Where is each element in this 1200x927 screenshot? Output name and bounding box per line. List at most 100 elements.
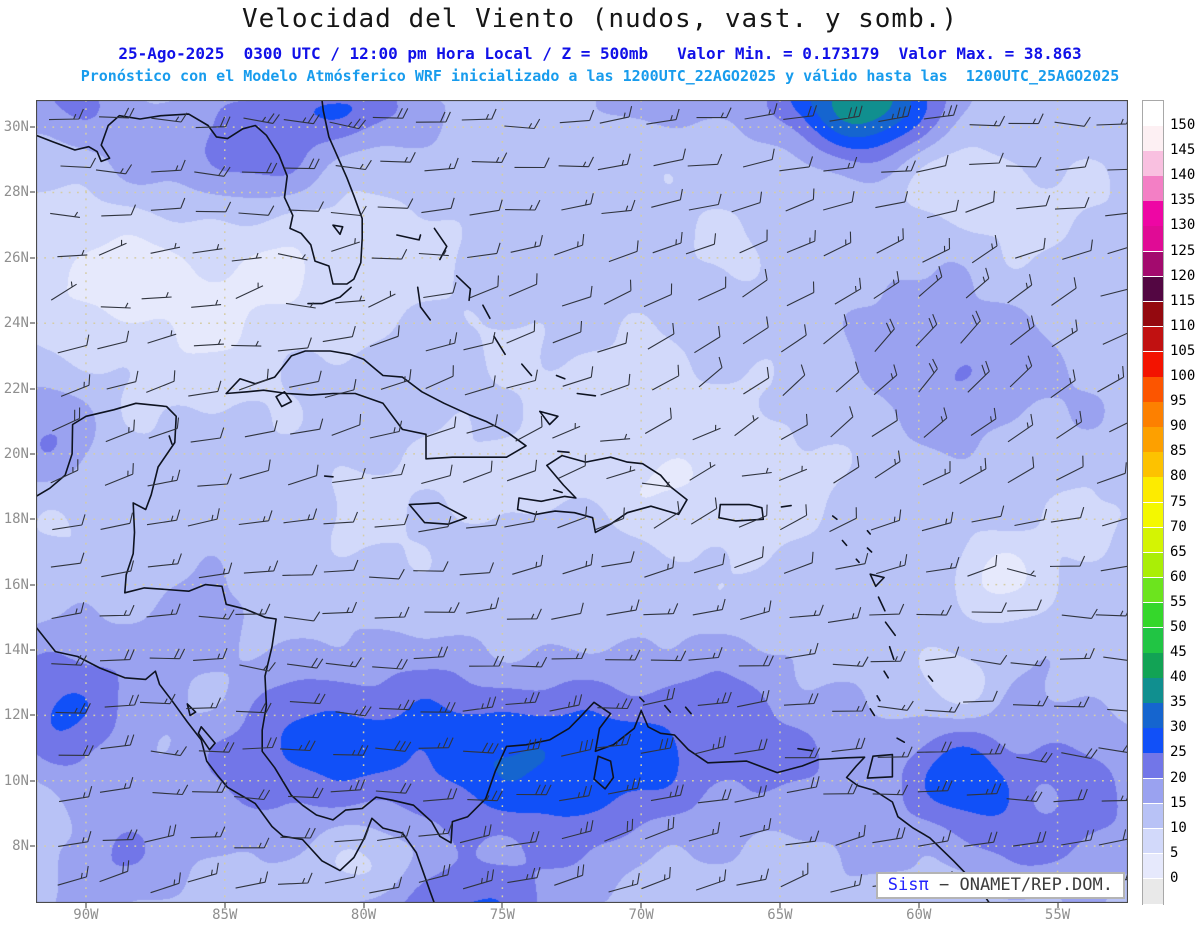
coastline xyxy=(307,286,352,305)
lon-tick-label: 75W xyxy=(489,907,515,923)
lat-tick-mark xyxy=(30,322,35,325)
legend-value-label: 20 xyxy=(1170,769,1187,786)
legend-swatch xyxy=(1143,126,1163,152)
lat-tick-label: 26N xyxy=(3,249,29,266)
legend-value-label: 110 xyxy=(1170,317,1196,334)
legend-swatch xyxy=(1143,527,1163,554)
legend-value-label: 115 xyxy=(1170,292,1196,309)
lon-tick-mark xyxy=(1056,903,1059,908)
legend-swatch xyxy=(1143,803,1163,830)
coastline xyxy=(197,726,216,751)
legend-swatch xyxy=(1143,778,1163,805)
lat-tick-mark xyxy=(30,845,35,848)
lon-tick-label: 55W xyxy=(1044,907,1071,923)
coastline xyxy=(225,350,527,460)
legend-swatch xyxy=(1143,427,1163,453)
coastline xyxy=(888,645,895,660)
legend-swatch xyxy=(1143,502,1163,529)
lon-tick-label: 90W xyxy=(73,907,99,923)
coastline xyxy=(718,503,765,522)
legend-value-label: 60 xyxy=(1170,568,1187,585)
legend-value-label: 105 xyxy=(1170,342,1196,359)
lon-tick-label: 70W xyxy=(628,907,654,923)
legend-value-label: 50 xyxy=(1170,618,1187,635)
coastline xyxy=(877,596,886,612)
legend-swatch xyxy=(1143,878,1163,905)
legend-swatch xyxy=(1143,151,1163,177)
coastline xyxy=(841,539,848,547)
coastline xyxy=(664,704,672,713)
coastline xyxy=(896,737,906,743)
coastline xyxy=(186,703,197,717)
lat-tick-mark xyxy=(30,387,35,390)
model-info-line: Pronóstico con el Modelo Atmósferico WRF… xyxy=(80,67,1120,85)
lon-tick-mark xyxy=(84,903,87,908)
legend-swatch xyxy=(1143,653,1163,679)
legend-value-label: 85 xyxy=(1170,443,1187,460)
lat-tick-label: 8N xyxy=(12,838,29,855)
legend-swatch xyxy=(1143,853,1163,880)
coastline xyxy=(521,363,533,377)
lat-tick-mark xyxy=(30,714,35,717)
legend-value-label: 150 xyxy=(1170,117,1196,134)
map-area: Sisπ − ONAMET/REP.DOM. xyxy=(36,100,1128,903)
legend-value-label: 40 xyxy=(1170,669,1187,686)
legend-swatch xyxy=(1143,301,1163,328)
legend-swatch xyxy=(1143,577,1163,604)
legend-value-label: 0 xyxy=(1170,869,1179,886)
coastline xyxy=(168,435,173,445)
coastline xyxy=(493,335,506,356)
coastline xyxy=(455,275,472,302)
legend-value-label: 30 xyxy=(1170,719,1187,736)
lat-tick-label: 24N xyxy=(3,315,29,332)
coastline xyxy=(855,558,860,564)
legend-value-label: 80 xyxy=(1170,468,1187,485)
legend-value-label: 65 xyxy=(1170,543,1187,560)
legend-value-label: 100 xyxy=(1170,368,1196,385)
legend-swatch xyxy=(1143,326,1163,353)
legend-value-label: 90 xyxy=(1170,418,1187,435)
coastline xyxy=(883,670,889,679)
legend-value-label: 75 xyxy=(1170,493,1187,510)
legend-value-label: 135 xyxy=(1170,192,1196,209)
color-legend: 150 145 140 135 130 125 120 115 110 105 100 95 90 85 8… xyxy=(1142,100,1200,905)
coastline xyxy=(539,410,559,426)
lat-tick-label: 22N xyxy=(3,380,29,397)
lon-tick-mark xyxy=(778,903,781,908)
lon-tick-label: 65W xyxy=(767,907,793,923)
legend-swatch xyxy=(1143,452,1163,478)
lon-tick-mark xyxy=(640,903,643,908)
coastline xyxy=(416,286,431,321)
legend-swatch xyxy=(1143,703,1163,729)
lat-tick-label: 20N xyxy=(3,445,29,462)
legend-swatch xyxy=(1143,552,1163,579)
legend-swatch xyxy=(1143,201,1163,227)
coastline xyxy=(593,755,615,790)
coastline xyxy=(866,547,873,553)
legend-swatch xyxy=(1143,627,1163,654)
lat-tick-mark xyxy=(30,649,35,651)
lat-tick-label: 18N xyxy=(3,511,29,528)
coastline xyxy=(780,504,792,508)
legend-swatch xyxy=(1143,728,1163,754)
legend-swatch xyxy=(1143,226,1163,253)
legend-value-label: 145 xyxy=(1170,142,1196,159)
coastline xyxy=(275,391,293,408)
lat-tick-label: 14N xyxy=(3,642,29,658)
lat-tick-label: 12N xyxy=(3,707,29,724)
coastline xyxy=(482,304,491,320)
legend-swatch xyxy=(1143,828,1163,855)
legend-swatch xyxy=(1143,402,1163,428)
lat-tick-mark xyxy=(30,452,35,455)
wind-barbs xyxy=(48,103,1128,894)
legend-value-label: 10 xyxy=(1170,819,1187,836)
legend-value-label: 55 xyxy=(1170,593,1187,610)
coastline xyxy=(884,621,896,637)
legend-swatch xyxy=(1143,351,1163,378)
wind-speed-shading-canvas xyxy=(36,100,1128,903)
legend-swatch xyxy=(1143,276,1163,303)
lat-tick-mark xyxy=(30,779,35,782)
map-frame xyxy=(36,100,1128,903)
coastline xyxy=(869,708,876,717)
